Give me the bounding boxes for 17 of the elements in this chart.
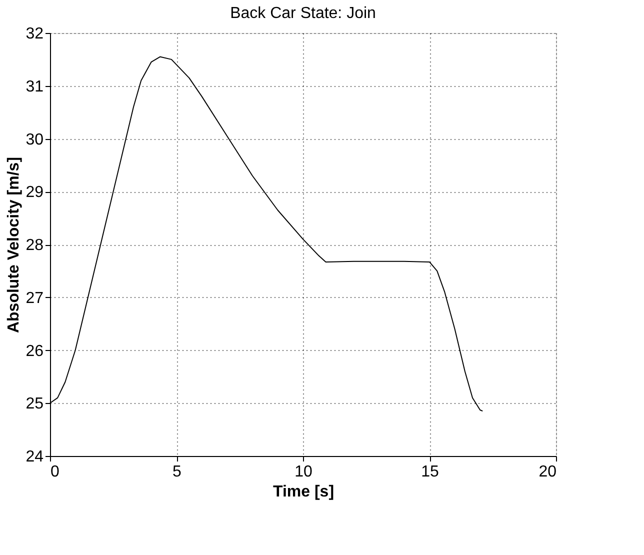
x-tick-label: 15 (421, 464, 439, 480)
chart-title: Back Car State: Join (230, 5, 376, 22)
y-tick-label: 25 (26, 396, 44, 413)
y-tick-label: 26 (26, 342, 44, 360)
y-tick-label: 30 (26, 131, 44, 148)
x-tick-label: 5 (172, 464, 182, 480)
x-axis-title: Time [s] (272, 484, 334, 500)
y-tick-label: 31 (26, 78, 44, 96)
x-tick-label: 0 (50, 464, 60, 480)
x-tick-label: 10 (294, 464, 312, 480)
y-tick-label: 29 (26, 184, 44, 202)
y-tick-label: 32 (26, 26, 44, 42)
y-axis-title: Absolute Velocity [m/s] (6, 156, 23, 334)
y-tick-label: 24 (26, 448, 44, 466)
y-tick-label: 27 (26, 290, 44, 307)
y-tick-label: 28 (26, 237, 44, 254)
x-tick-label: 20 (538, 464, 557, 480)
